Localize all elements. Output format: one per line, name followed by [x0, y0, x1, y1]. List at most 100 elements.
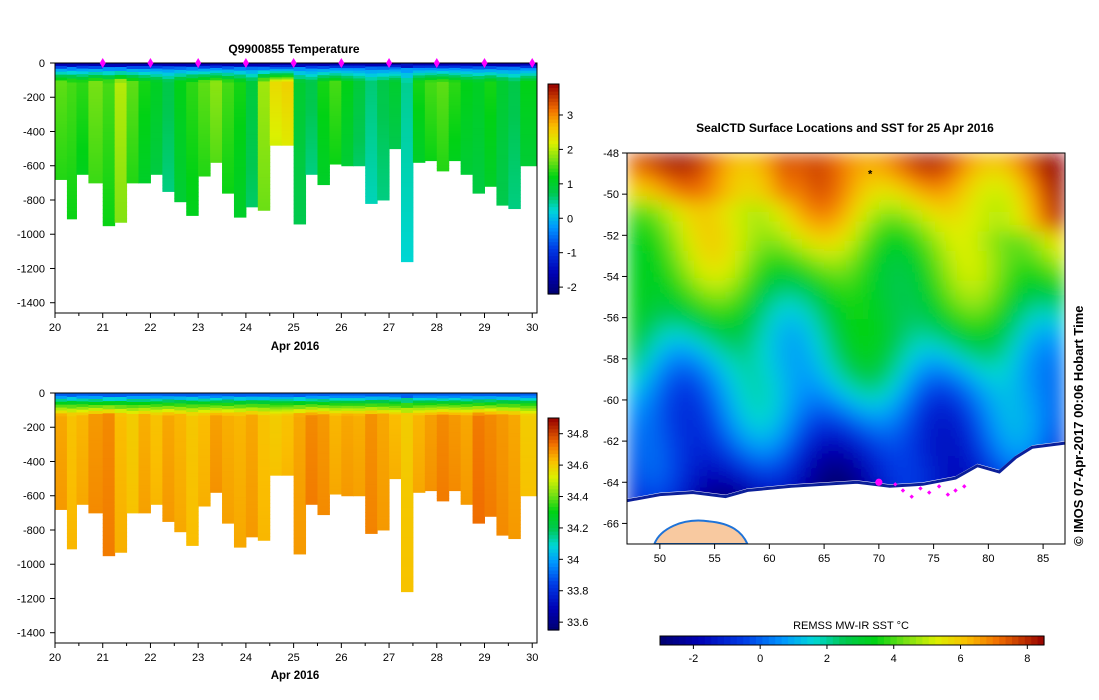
profile-cell — [317, 490, 330, 494]
profile-cell — [233, 535, 247, 540]
profile-cell — [412, 112, 426, 116]
profile-cell — [174, 462, 187, 467]
sst-cell — [736, 475, 749, 486]
sst-cell — [999, 260, 1011, 271]
profile-cell — [186, 97, 199, 102]
profile-cell — [66, 98, 77, 103]
sst-cell — [813, 426, 825, 438]
profile-cell — [162, 168, 175, 173]
profile-cell — [484, 75, 497, 79]
profile-cell — [484, 96, 497, 101]
colorbar-tick-label: 34.6 — [567, 460, 588, 472]
sst-cell — [681, 338, 694, 350]
profile-cell — [126, 170, 140, 175]
profile-cell — [484, 66, 497, 70]
profile-cell — [472, 480, 485, 485]
profile-cell — [484, 445, 497, 449]
profile-cell — [198, 156, 211, 160]
profile-cell — [329, 105, 342, 109]
profile-cell — [76, 138, 89, 142]
sst-cell — [758, 387, 770, 398]
sst-cell — [1054, 358, 1065, 369]
profile-cell — [66, 505, 77, 511]
profile-cell — [150, 420, 163, 425]
profile-cell — [424, 138, 438, 142]
sst-cell — [900, 348, 913, 359]
profile-cell — [448, 138, 462, 142]
sst-cell — [791, 280, 803, 291]
sst-cell — [878, 368, 891, 379]
sst-cell — [659, 231, 672, 242]
profile-cell — [269, 99, 283, 103]
sst-cell — [648, 387, 661, 398]
profile-cell — [460, 429, 474, 433]
sst-cell — [747, 270, 759, 281]
profile-cell — [126, 488, 140, 493]
profile-cell — [341, 119, 354, 123]
sst-cell — [988, 368, 1000, 379]
profile-cell — [198, 435, 211, 439]
profile-cell — [222, 63, 235, 67]
sst-cell — [900, 368, 913, 379]
profile-cell — [150, 99, 163, 103]
profile-cell — [353, 408, 366, 412]
sst-cell — [955, 319, 968, 330]
profile-cell — [114, 460, 128, 466]
profile-cell — [281, 141, 295, 144]
profile-cell — [424, 473, 438, 477]
y-tick-label: -400 — [23, 126, 45, 138]
sst-cell — [1010, 446, 1022, 457]
sst-cell — [725, 358, 738, 369]
sst-cell — [1021, 387, 1033, 398]
profile-cell — [377, 121, 390, 126]
profile-cell — [257, 140, 271, 145]
profile-cell — [233, 435, 247, 440]
profile-cell — [448, 461, 462, 465]
sst-cell — [692, 289, 705, 301]
sst-cell — [714, 250, 727, 262]
profile-cell — [114, 456, 128, 462]
salinity-x-label: Apr 2016 — [271, 670, 320, 682]
profile-cell — [281, 130, 295, 134]
profile-cell — [377, 117, 390, 122]
profile-cell — [365, 63, 378, 68]
profile-cell — [114, 484, 128, 490]
profile-cell — [55, 407, 68, 411]
profile-cell — [293, 163, 307, 169]
profile-cell — [424, 148, 438, 152]
sst-cell — [725, 299, 738, 311]
profile-cell — [150, 168, 163, 173]
profile-cell — [484, 155, 497, 160]
profile-cell — [389, 95, 402, 98]
profile-cell — [210, 405, 223, 409]
sst-cell — [846, 338, 858, 350]
profile-cell — [114, 416, 128, 422]
sst-cell — [900, 240, 913, 252]
sst-cell — [966, 231, 978, 242]
profile-cell — [341, 482, 354, 486]
sst-cell — [867, 182, 880, 193]
colorbar-segment — [548, 133, 559, 138]
profile-cell — [520, 132, 538, 136]
profile-cell — [293, 191, 307, 197]
profile-cell — [472, 186, 485, 191]
profile-cell — [520, 431, 538, 435]
sst-cell — [922, 270, 935, 281]
profile-cell — [222, 108, 235, 113]
profile-cell — [412, 447, 426, 451]
y-tick-label: -600 — [23, 161, 45, 173]
sst-cell — [637, 338, 650, 350]
colorbar-segment — [548, 562, 559, 567]
profile-cell — [424, 63, 438, 66]
profile-cell — [484, 164, 497, 169]
profile-cell — [305, 462, 318, 466]
colorbar-tick-label: 3 — [567, 110, 573, 122]
profile-cell — [508, 400, 521, 405]
profile-cell — [520, 421, 538, 425]
profile-cell — [472, 128, 485, 132]
sst-cell — [747, 338, 759, 350]
profile-cell — [114, 78, 128, 84]
colorbar-segment — [548, 435, 559, 440]
sst-cell — [878, 407, 891, 418]
